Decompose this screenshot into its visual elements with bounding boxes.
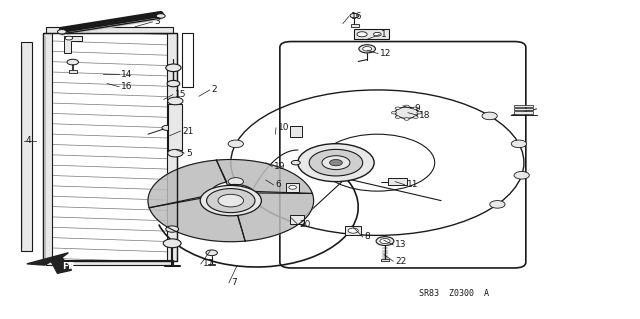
Circle shape [67, 59, 79, 65]
Bar [46, 27, 173, 33]
Text: 9: 9 [414, 104, 420, 113]
Text: 13: 13 [395, 241, 406, 249]
Bar [46, 260, 173, 265]
Text: 6: 6 [275, 180, 281, 189]
Circle shape [376, 237, 394, 246]
Text: 3: 3 [154, 18, 160, 26]
Text: 19: 19 [274, 162, 285, 171]
Bar [515, 108, 534, 110]
Circle shape [374, 33, 381, 36]
Circle shape [482, 112, 497, 120]
Polygon shape [149, 196, 245, 242]
Circle shape [298, 144, 374, 182]
Bar [286, 183, 299, 192]
Text: 10: 10 [278, 123, 289, 132]
Circle shape [363, 47, 372, 51]
Text: 16: 16 [121, 82, 132, 91]
Polygon shape [64, 36, 82, 53]
Circle shape [167, 80, 180, 87]
Circle shape [309, 149, 363, 176]
Circle shape [166, 64, 181, 71]
Circle shape [395, 107, 418, 118]
Bar [43, 33, 52, 261]
Circle shape [207, 189, 255, 213]
Text: 22: 22 [395, 257, 406, 266]
Polygon shape [216, 160, 312, 193]
Bar [381, 259, 389, 261]
Circle shape [162, 125, 172, 130]
Text: 8: 8 [365, 233, 371, 241]
Bar [388, 178, 407, 185]
Circle shape [514, 172, 529, 179]
Circle shape [289, 185, 296, 189]
Circle shape [156, 14, 165, 18]
Text: 2: 2 [212, 85, 218, 94]
Text: 15: 15 [175, 90, 186, 99]
Text: 11: 11 [406, 180, 418, 189]
Circle shape [348, 228, 358, 233]
Circle shape [395, 116, 400, 118]
Bar [69, 70, 77, 73]
Circle shape [163, 239, 181, 248]
Polygon shape [148, 160, 227, 208]
Circle shape [200, 185, 261, 216]
Bar [43, 33, 177, 261]
Text: 7: 7 [231, 278, 237, 287]
Circle shape [413, 107, 418, 109]
Text: 5: 5 [186, 149, 192, 158]
Circle shape [392, 111, 396, 114]
Circle shape [166, 226, 179, 232]
Circle shape [413, 116, 418, 118]
Bar [290, 215, 304, 224]
Circle shape [404, 105, 409, 108]
Circle shape [359, 45, 376, 53]
Circle shape [65, 36, 73, 40]
Bar [346, 226, 362, 235]
Polygon shape [27, 253, 72, 273]
Bar [209, 263, 215, 265]
Bar [351, 25, 359, 27]
Circle shape [168, 149, 183, 157]
Circle shape [417, 111, 422, 114]
Circle shape [395, 107, 400, 109]
Circle shape [291, 160, 300, 165]
Circle shape [206, 250, 218, 256]
Bar [515, 111, 534, 114]
Text: 20: 20 [300, 220, 311, 229]
Circle shape [58, 30, 67, 34]
Bar [515, 105, 534, 107]
Circle shape [330, 160, 342, 166]
Circle shape [350, 13, 359, 18]
Text: 14: 14 [121, 70, 132, 78]
Circle shape [380, 239, 390, 244]
Circle shape [357, 32, 367, 37]
Bar [290, 126, 301, 137]
Polygon shape [235, 193, 314, 241]
Circle shape [228, 140, 243, 148]
Text: 1: 1 [381, 30, 387, 39]
Text: 18: 18 [419, 111, 431, 120]
Text: SR83  Z0300  A: SR83 Z0300 A [419, 289, 489, 298]
Text: FR.: FR. [62, 262, 79, 271]
Circle shape [490, 201, 505, 208]
Circle shape [168, 97, 183, 105]
Bar [168, 104, 182, 150]
Circle shape [218, 194, 244, 207]
Circle shape [322, 156, 350, 170]
Bar [167, 33, 177, 261]
Text: 21: 21 [182, 127, 194, 136]
Text: 12: 12 [380, 49, 391, 58]
Bar [20, 42, 32, 251]
Text: 4: 4 [26, 136, 31, 145]
Bar [355, 29, 390, 39]
Circle shape [404, 118, 409, 120]
Circle shape [228, 178, 243, 185]
Text: 17: 17 [203, 259, 214, 268]
Text: 16: 16 [351, 12, 362, 21]
Circle shape [511, 140, 527, 148]
